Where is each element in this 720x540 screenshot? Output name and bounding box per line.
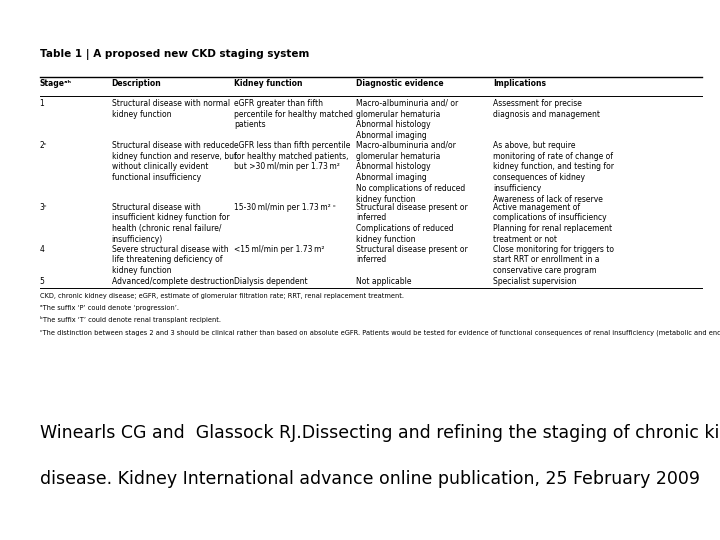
Text: Stageᵃʰ: Stageᵃʰ	[40, 79, 71, 89]
Text: 3ᶜ: 3ᶜ	[40, 202, 48, 212]
Text: ᶜThe distinction between stages 2 and 3 should be clinical rather than based on : ᶜThe distinction between stages 2 and 3 …	[40, 328, 720, 336]
Text: Specialist supervision: Specialist supervision	[493, 277, 577, 286]
Text: Close monitoring for triggers to
start RRT or enrollment in a
conservative care : Close monitoring for triggers to start R…	[493, 245, 614, 275]
Text: Diagnostic evidence: Diagnostic evidence	[356, 79, 444, 89]
Text: Structural disease with reduced
kidney function and reserve, but
without clinica: Structural disease with reduced kidney f…	[112, 141, 237, 182]
Text: Description: Description	[112, 79, 161, 89]
Text: Structural disease with normal
kidney function: Structural disease with normal kidney fu…	[112, 99, 230, 119]
Text: Table 1 | A proposed new CKD staging system: Table 1 | A proposed new CKD staging sys…	[40, 49, 309, 59]
Text: Assessment for precise
diagnosis and management: Assessment for precise diagnosis and man…	[493, 99, 600, 119]
Text: <15 ml/min per 1.73 m²: <15 ml/min per 1.73 m²	[234, 245, 325, 254]
Text: 5: 5	[40, 277, 45, 286]
Text: Winearls CG and  Glassock RJ.Dissecting and refining the staging of chronic kidn: Winearls CG and Glassock RJ.Dissecting a…	[40, 424, 720, 442]
Text: eGFR less than fifth percentile
for healthy matched patients,
but >30 ml/min per: eGFR less than fifth percentile for heal…	[234, 141, 351, 171]
Text: Structural disease with
insufficient kidney function for
health (chronic renal f: Structural disease with insufficient kid…	[112, 202, 229, 244]
Text: Severe structural disease with
life threatening deficiency of
kidney function: Severe structural disease with life thre…	[112, 245, 228, 275]
Text: Structural disease present or
inferred: Structural disease present or inferred	[356, 245, 468, 265]
Text: CKD, chronic kidney disease; eGFR, estimate of glomerular filtration rate; RRT, : CKD, chronic kidney disease; eGFR, estim…	[40, 293, 404, 299]
Text: 4: 4	[40, 245, 45, 254]
Text: Dialysis dependent: Dialysis dependent	[234, 277, 307, 286]
Text: disease. Kidney International advance online publication, 25 February 2009: disease. Kidney International advance on…	[40, 470, 700, 488]
Text: ᵇThe suffix ‘T’ could denote renal transplant recipient.: ᵇThe suffix ‘T’ could denote renal trans…	[40, 316, 220, 323]
Text: eGFR greater than fifth
percentile for healthy matched
patients: eGFR greater than fifth percentile for h…	[234, 99, 353, 129]
Text: Implications: Implications	[493, 79, 546, 89]
Text: 1: 1	[40, 99, 45, 108]
Text: Not applicable: Not applicable	[356, 277, 412, 286]
Text: Macro-albuminuria and/or
glomerular hematuria
Abnormal histology
Abnormal imagin: Macro-albuminuria and/or glomerular hema…	[356, 141, 466, 204]
Text: Structural disease present or
inferred
Complications of reduced
kidney function: Structural disease present or inferred C…	[356, 202, 468, 244]
Text: 2ᶜ: 2ᶜ	[40, 141, 47, 150]
Text: Advanced/complete destruction: Advanced/complete destruction	[112, 277, 234, 286]
Text: Kidney function: Kidney function	[234, 79, 302, 89]
Text: ᵃThe suffix ‘P’ could denote ‘progression’.: ᵃThe suffix ‘P’ could denote ‘progressio…	[40, 305, 179, 310]
Text: 15-30 ml/min per 1.73 m² ᶜ: 15-30 ml/min per 1.73 m² ᶜ	[234, 202, 336, 212]
Text: As above, but require
monitoring of rate of change of
kidney function, and testi: As above, but require monitoring of rate…	[493, 141, 614, 204]
Text: Active management of
complications of insufficiency
Planning for renal replaceme: Active management of complications of in…	[493, 202, 612, 244]
Text: Macro-albuminuria and/ or
glomerular hematuria
Abnormal histology
Abnormal imagi: Macro-albuminuria and/ or glomerular hem…	[356, 99, 459, 140]
